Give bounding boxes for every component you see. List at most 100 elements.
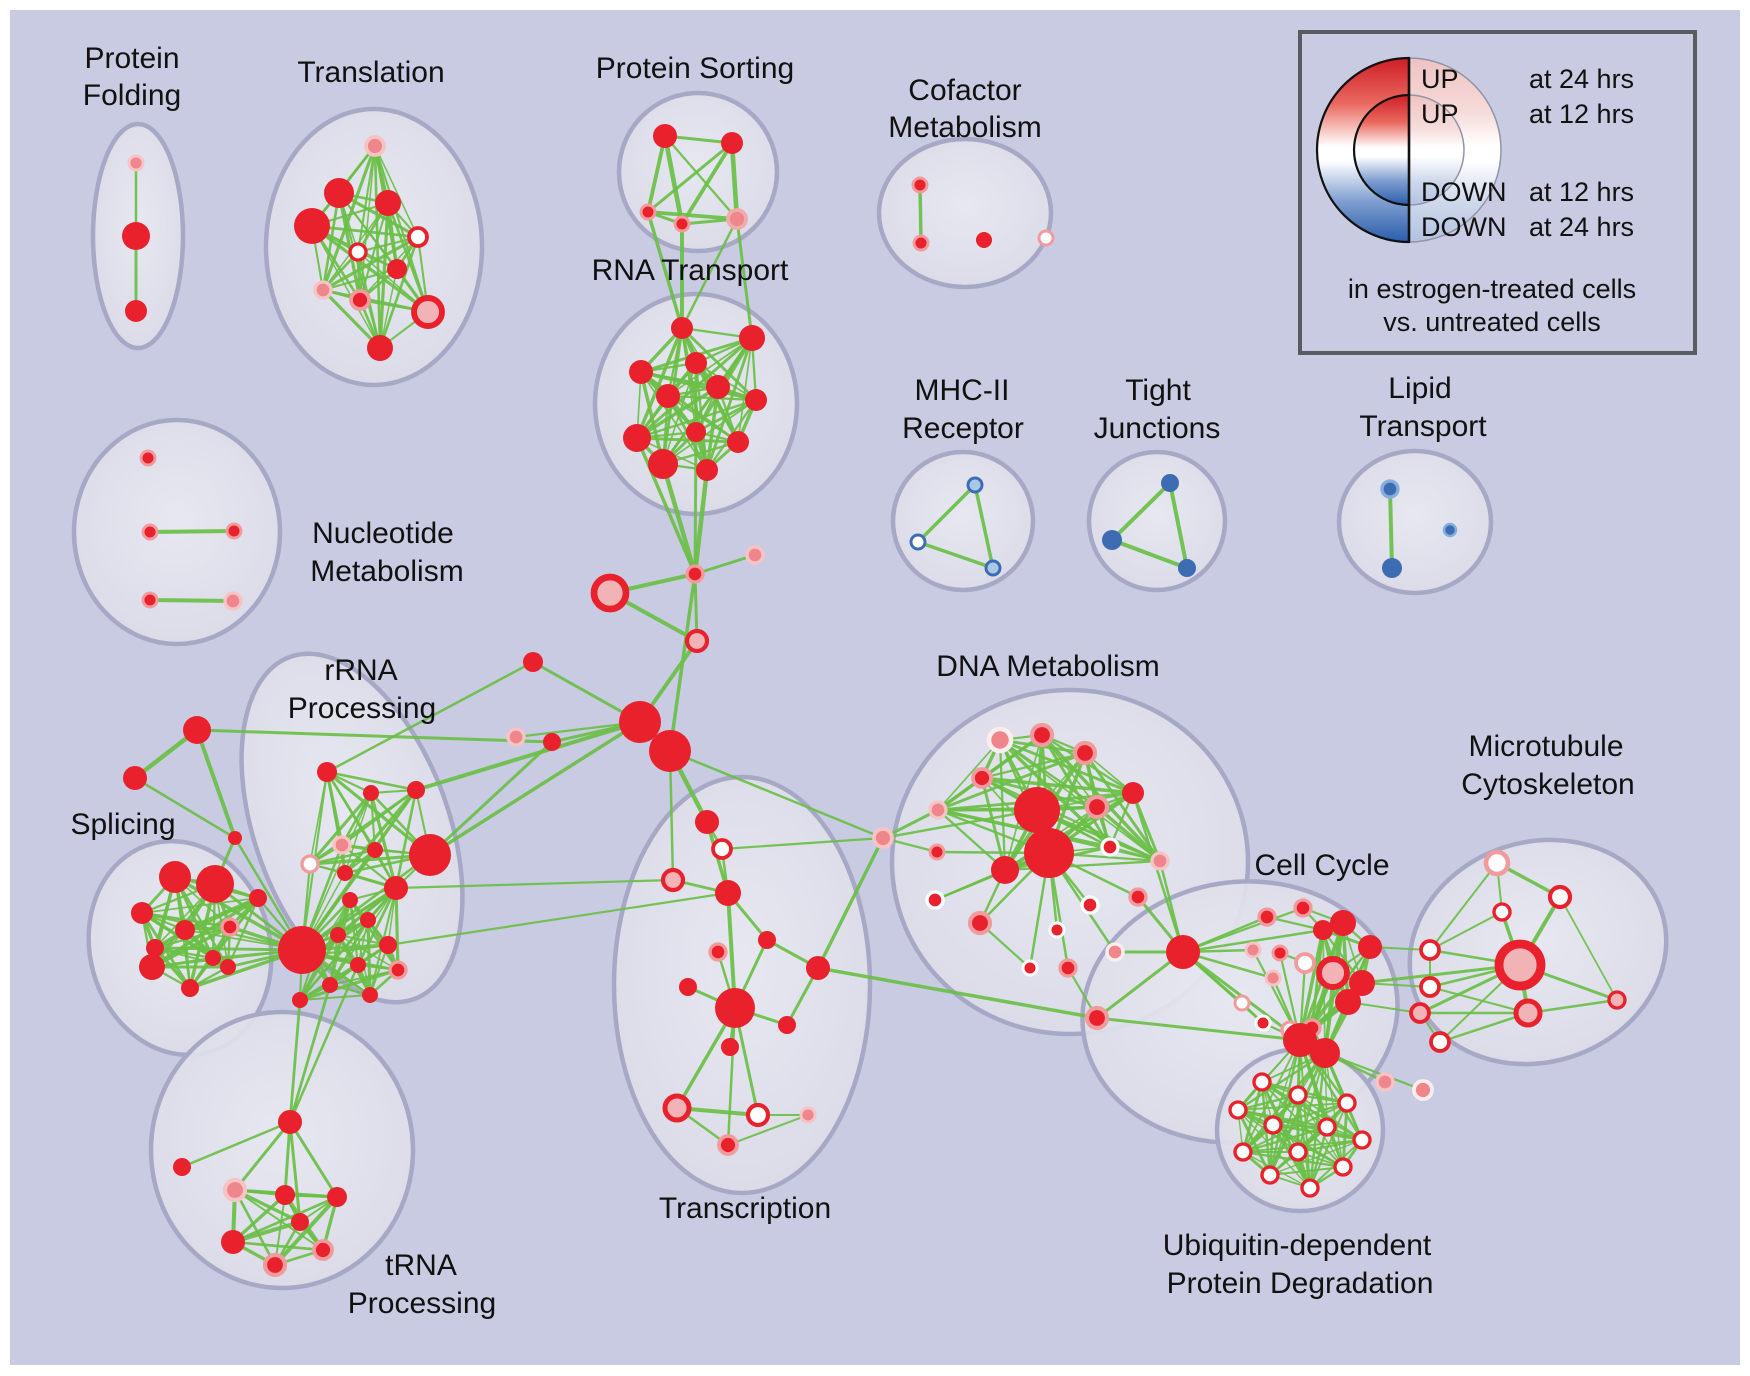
network-edge (308, 791, 373, 866)
network-edge (1296, 1138, 1364, 1154)
network-node-sp5 (220, 917, 240, 937)
network-node-cc17 (1283, 1023, 1317, 1057)
network-node-sp10 (220, 959, 236, 975)
cluster-label-protein-sorting-line1: Protein Sorting (596, 52, 794, 85)
network-node-tr5 (327, 1187, 347, 1207)
cluster-label-cell-cycle-line1: Cell Cycle (1254, 849, 1389, 882)
network-edge (1429, 986, 1529, 1014)
network-node-tr3 (222, 1177, 248, 1203)
network-node-dm8 (1100, 837, 1120, 857)
network-node-mt4 (1494, 939, 1546, 991)
network-edge (646, 141, 734, 214)
network-edge (680, 326, 709, 472)
network-node-ub8 (1233, 1142, 1253, 1162)
network-node-rt12 (696, 459, 718, 481)
network-node-nm1 (139, 449, 157, 467)
network-node-dmh1 (1014, 787, 1060, 833)
cluster-label-transcription-line1: Transcription (659, 1192, 831, 1225)
network-edge (414, 720, 642, 792)
network-node-sp3 (131, 902, 153, 924)
network-node-sx1 (183, 716, 211, 744)
network-edge (916, 483, 977, 544)
network-node-sp8 (139, 954, 165, 980)
network-node-cc13 (1233, 994, 1251, 1012)
network-edge (298, 933, 340, 1002)
legend-down-12-state: DOWN (1421, 177, 1506, 207)
cluster-label-cofactor-metabolism-line1: Cofactor (908, 74, 1021, 107)
network-edge (1269, 1166, 1344, 1176)
network-edge (936, 808, 1007, 872)
network-node-pf3 (125, 300, 147, 322)
network-edge (321, 288, 382, 350)
network-edge (726, 1006, 737, 1147)
network-node-rr16 (388, 960, 408, 980)
network-node-cf3 (976, 232, 992, 248)
network-node-tl1 (364, 135, 386, 157)
network-edge (288, 963, 360, 1124)
network-edge (980, 776, 1135, 795)
network-node-rr1 (317, 762, 337, 782)
network-node-tx7 (679, 978, 697, 996)
network-edge (1297, 1052, 1326, 1153)
cluster-label-translation-line1: Translation (297, 56, 444, 89)
network-node-dm21 (1084, 1005, 1110, 1031)
network-node-tl8 (313, 280, 333, 300)
network-node-rr6 (337, 865, 353, 881)
cluster-ellipse-transcription (611, 774, 873, 1196)
network-node-cc7 (1271, 944, 1289, 962)
network-edge (1299, 1039, 1311, 1189)
network-edge (662, 133, 685, 227)
network-edge (881, 808, 1039, 840)
network-node-tx14 (799, 1106, 817, 1124)
network-node-sp1 (159, 861, 191, 893)
network-node-tr2 (173, 1158, 191, 1176)
legend-up-12-time: at 12 hrs (1529, 99, 1634, 129)
network-node-dm14 (1128, 887, 1148, 907)
network-edge (1110, 481, 1172, 542)
cluster-ellipse-tight-junctions (1086, 449, 1228, 593)
cluster-label-rrna-processing-line2: Processing (288, 692, 436, 725)
network-edge (980, 776, 1007, 872)
network-node-tl3 (294, 208, 330, 244)
network-node-mt1 (1483, 849, 1511, 877)
network-node-rt4 (629, 360, 653, 384)
network-node-rr17 (322, 977, 338, 993)
legend: UP at 24 hrs UP at 12 hrs DOWN at 12 hrs… (1298, 30, 1697, 355)
network-edge (1298, 1038, 1345, 1169)
network-node-cf4 (1037, 229, 1055, 247)
network-edge (693, 430, 698, 576)
network-node-cc10 (1335, 989, 1361, 1015)
network-edge (1298, 928, 1325, 1042)
network-node-cf2 (912, 234, 930, 252)
network-edge (1131, 791, 1185, 954)
network-node-tx8 (715, 988, 755, 1028)
network-edge (1323, 1051, 1425, 1092)
network-edge (325, 660, 535, 774)
network-node-rt5 (706, 375, 730, 399)
network-node-rr10 (342, 892, 358, 908)
network-edge (356, 886, 398, 967)
network-node-cn4 (523, 652, 543, 672)
network-node-dm19 (1166, 935, 1200, 969)
cluster-label-nucleotide-metabolism-line2: Metabolism (310, 555, 463, 588)
network-edge (737, 337, 753, 443)
network-node-tl10 (411, 295, 445, 329)
network-edge (729, 140, 740, 222)
network-edge (635, 336, 754, 440)
network-edge (180, 1120, 292, 1169)
network-node-ps2 (721, 132, 743, 154)
network-node-tl5 (407, 226, 429, 248)
network-node-dm5 (928, 800, 948, 820)
cluster-label-tight-junctions-line1: Tight (1125, 374, 1191, 407)
network-nodes-layer (122, 124, 1627, 1278)
network-node-ub4 (1228, 1100, 1248, 1120)
network-node-tl11 (367, 335, 393, 361)
network-edge (325, 770, 432, 857)
network-node-dm2 (1029, 722, 1055, 748)
network-edge (1236, 1051, 1327, 1112)
network-edge (1237, 1102, 1348, 1111)
network-edge (188, 896, 260, 990)
network-edge (1559, 896, 1618, 1001)
network-edge (231, 1240, 325, 1252)
network-node-cc3 (1313, 920, 1333, 940)
